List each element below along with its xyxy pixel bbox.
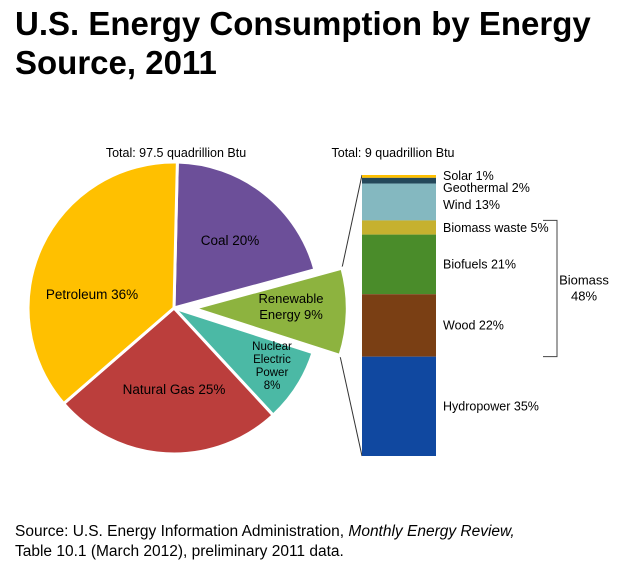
bar-label-hydropower: Hydropower 35% (443, 399, 539, 413)
bar-label-solar: Solar 1% (443, 169, 494, 183)
pie-slice-petroleum (26, 160, 179, 406)
stacked-bar: Solar 1%Geothermal 2% Wind 13% Biomass was… (362, 169, 549, 456)
bar-label-wood: Wood 22% (443, 318, 504, 332)
source-note: Source: U.S. Energy Information Administ… (15, 522, 625, 562)
bar-segment-geothermal (362, 177, 436, 184)
source-detail: Table 10.1 (March 2012), preliminary 201… (15, 543, 344, 560)
bar-segment-wind (362, 183, 436, 221)
connector-top (341, 174, 363, 269)
pie-slice-natural-gas (61, 305, 276, 456)
biomass-bracket: Biomass 48% (543, 219, 609, 358)
connector-lines (339, 174, 363, 457)
pie-label-petroleum: Petroleum 36% (46, 287, 138, 302)
source-prefix: Source: U.S. Energy Information Administ… (15, 523, 349, 540)
bar-segment-wood (362, 294, 436, 357)
pie-label-natural-gas: Natural Gas 25% (123, 382, 226, 397)
pie-total-label: Total: 97.5 quadrillion Btu (106, 146, 246, 160)
pie-label-nuclear-electric-power: Nuclear Electric Power 8% (252, 341, 292, 392)
pie-label-coal: Coal 20% (201, 233, 260, 248)
pie-slice-renewable-energy (188, 266, 349, 358)
bar-segment-solar (362, 175, 436, 178)
connector-bottom (339, 355, 363, 457)
bar-segment-hydropower (362, 356, 436, 456)
bar-label-geothermal: Geothermal 2% (443, 181, 530, 195)
bar-label-biofuels: Biofuels 21% (443, 257, 516, 271)
source-publication: Monthly Energy Review, (348, 523, 515, 540)
bar-segment-biomass-waste (362, 220, 436, 235)
bar-total-label: Total: 9 quadrillion Btu (332, 146, 455, 160)
biomass-group-label: Biomass 48% (559, 273, 609, 304)
bar-label-biomass-waste: Biomass waste 5% (443, 221, 549, 235)
bar-segment-biofuels (362, 234, 436, 295)
pie-slice-coal (172, 160, 317, 310)
pie-chart: Coal 20% Renewable Energy 9% Nuclear Electri… (26, 160, 349, 456)
bracket-line (543, 219, 558, 358)
pie-label-renewable-energy: Renewable Energy 9% (258, 291, 323, 322)
bar-label-wind: Wind 13% (443, 198, 500, 212)
chart-title: U.S. Energy Consumption by Energy Source… (15, 5, 591, 81)
